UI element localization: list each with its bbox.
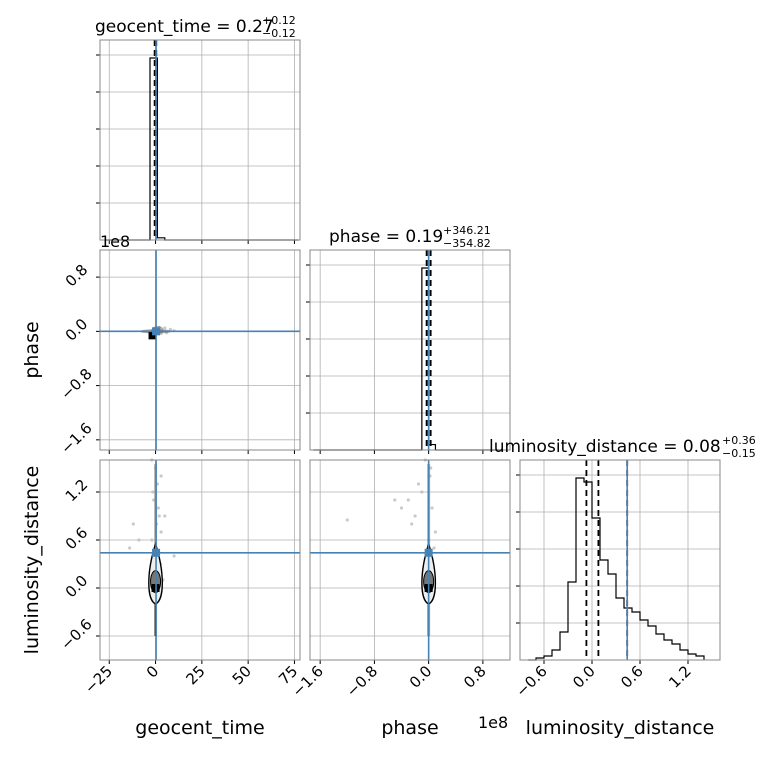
title-geocent-time: geocent_time = 0.27: [95, 17, 274, 37]
panel-luminosity_distance-hist: [516, 459, 721, 664]
xlabel-phase: phase: [381, 717, 438, 739]
panel-frame: [99, 459, 301, 661]
scatter-point: [399, 506, 404, 510]
y-tick-label-phase: 0.0: [62, 315, 92, 345]
scatter-point: [430, 506, 434, 510]
scatter-point: [131, 522, 135, 526]
y-tick-label-phase: −1.6: [57, 419, 95, 457]
scatter-point: [172, 554, 176, 558]
title-luminosity-distance-minus: −0.15: [722, 447, 756, 460]
offset-label-phase: 1e8: [478, 713, 508, 732]
x-tick-label-phase: −0.8: [343, 662, 381, 700]
y-tick-label-luminosity_distance: −0.6: [57, 615, 95, 653]
panel-frame: [519, 459, 721, 661]
panel-phase-vs-luminosity_distance: [309, 458, 511, 664]
x-tick-label-geocent_time: 25: [182, 662, 208, 688]
x-tick-label-geocent_time: 0: [143, 662, 162, 681]
y-tick-label-phase: −0.8: [57, 365, 95, 403]
ylabel-phase: phase: [21, 321, 43, 378]
scatter-point: [432, 546, 436, 550]
x-tick-label-luminosity_distance: 1.2: [665, 662, 695, 692]
xlabel-luminosity-distance: luminosity_distance: [526, 717, 715, 739]
scatter-point: [163, 326, 167, 330]
x-tick-label-geocent_time: −25: [81, 662, 116, 697]
panel-phase-hist: [306, 249, 511, 454]
scatter-point: [406, 498, 410, 502]
ylabel-luminosity-distance: luminosity_distance: [21, 466, 43, 655]
scatter-point: [416, 482, 421, 486]
panel-frame: [99, 249, 301, 451]
x-tick-label-luminosity_distance: 0.0: [569, 662, 599, 692]
scatter-point: [157, 514, 161, 518]
scatter-point: [420, 490, 424, 494]
scatter-point: [159, 530, 163, 534]
title-phase-plus: +346.21: [443, 224, 491, 237]
x-tick-label-luminosity_distance: 0.6: [617, 662, 647, 692]
panel-frame: [99, 39, 301, 241]
scatter-point: [159, 474, 163, 478]
scatter-point: [156, 506, 160, 510]
scatter-point: [168, 327, 172, 331]
panel-geocent_time-hist: [96, 39, 301, 244]
scatter-point: [137, 538, 141, 542]
x-tick-label-phase: 0.8: [460, 662, 490, 692]
panel-frame: [309, 249, 511, 451]
y-tick-label-luminosity_distance: 0.0: [62, 572, 92, 602]
scatter-point: [413, 514, 417, 518]
scatter-point: [163, 514, 167, 518]
scatter-point: [150, 538, 154, 542]
y-tick-label-luminosity_distance: 0.6: [62, 524, 92, 554]
histogram-phase: [313, 267, 504, 451]
scatter-point: [151, 490, 155, 494]
title-geocent-time-minus: −0.12: [262, 27, 296, 40]
y-tick-label-phase: 0.8: [62, 261, 92, 291]
scatter-point: [393, 498, 397, 502]
title-geocent-time-plus: +0.12: [262, 14, 296, 27]
scatter-point: [410, 522, 414, 526]
y-tick-label-luminosity_distance: 1.2: [62, 476, 92, 506]
histogram-luminosity_distance: [528, 477, 705, 661]
truth-marker: [152, 548, 161, 557]
title-luminosity-distance: luminosity_distance = 0.08: [489, 437, 721, 457]
title-phase-minus: −354.82: [443, 237, 491, 250]
x-tick-label-phase: 0.0: [406, 662, 436, 692]
title-phase: phase = 0.19: [329, 227, 443, 247]
x-tick-label-luminosity_distance: −0.6: [512, 662, 550, 700]
offset-label-geocent-time: 1e8: [100, 232, 130, 251]
scatter-point: [433, 530, 438, 534]
x-tick-label-geocent_time: 50: [229, 662, 255, 688]
truth-marker: [424, 548, 433, 557]
truth-marker: [152, 327, 161, 336]
scatter-point: [128, 546, 132, 550]
panel-geocent_time-vs-phase: [96, 249, 301, 454]
title-luminosity-distance-plus: +0.36: [722, 434, 756, 447]
panel-frame: [309, 459, 511, 661]
xlabel-geocent-time: geocent_time: [135, 717, 264, 739]
scatter-point: [345, 518, 349, 522]
panel-geocent_time-vs-luminosity_distance: [96, 458, 301, 664]
